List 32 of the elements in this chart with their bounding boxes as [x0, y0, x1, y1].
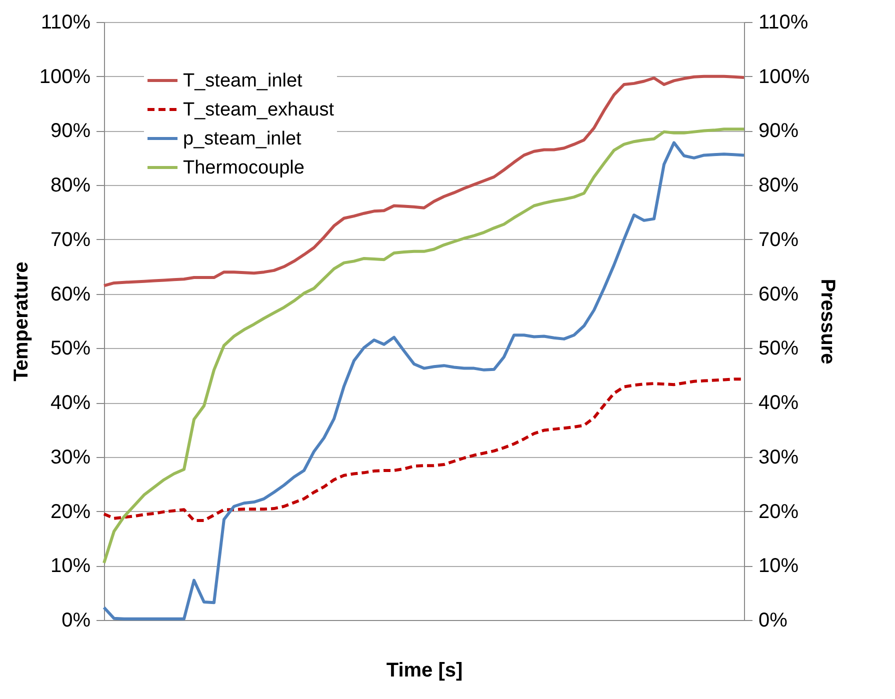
y-tick-label: 80% — [50, 174, 91, 197]
y-tick-label: 50% — [50, 338, 91, 360]
y2-axis-title: Pressure — [816, 278, 839, 364]
y2-tick-label: 110% — [758, 12, 808, 34]
y2-tick-label: 60% — [758, 283, 799, 306]
y2-tick-label: 50% — [758, 338, 799, 360]
y-tick-label: 10% — [50, 555, 91, 578]
y-tick-label: 60% — [50, 283, 91, 306]
x-axis-title: Time [s] — [386, 660, 463, 682]
y2-tick-label: 10% — [758, 555, 799, 578]
line-series — [102, 74, 746, 288]
y2-tick-label: 0% — [758, 610, 788, 632]
y-tick-label: 70% — [50, 228, 91, 251]
y-tick-label: 40% — [50, 392, 91, 414]
y2-tick-label: 100% — [758, 66, 810, 88]
y-tick-label: 100% — [39, 66, 91, 88]
legend-label: Thermocouple — [183, 158, 304, 178]
y2-tick-label: 40% — [758, 392, 799, 414]
y2-tick-label: 80% — [758, 174, 799, 197]
y2-tick-label: 20% — [758, 500, 799, 523]
y-tick-label: 90% — [50, 120, 91, 142]
y-tick-label: 0% — [62, 610, 91, 632]
y-tick-label: 30% — [50, 446, 91, 468]
legend-label: T_steam_exhaust — [183, 100, 335, 120]
legend-label: p_steam_inlet — [183, 128, 302, 150]
y2-tick-label: 90% — [758, 120, 799, 142]
y-tick-label: 110% — [40, 12, 91, 34]
y-axis-title: Temperature — [10, 262, 32, 382]
y2-tick-label: 30% — [758, 446, 799, 468]
legend-label: T_steam_inlet — [183, 70, 304, 92]
y2-tick-label: 70% — [758, 228, 799, 251]
y-tick-label: 20% — [50, 500, 91, 523]
